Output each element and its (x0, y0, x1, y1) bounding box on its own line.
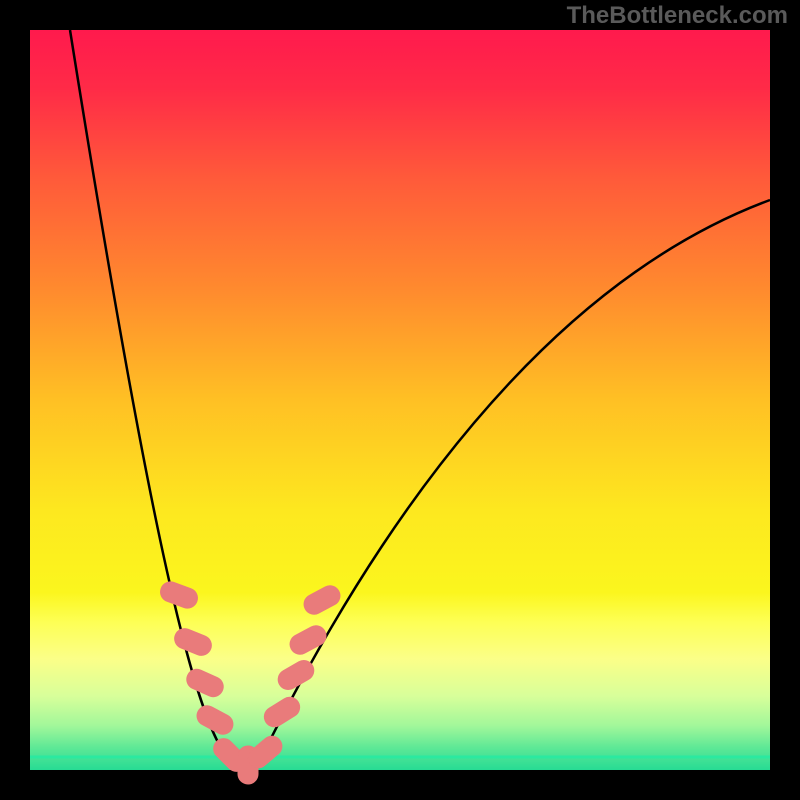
chart-container: TheBottleneck.com (0, 0, 800, 800)
bottleneck-chart-svg (0, 0, 800, 800)
watermark-text: TheBottleneck.com (567, 2, 788, 30)
chart-background (30, 30, 770, 770)
